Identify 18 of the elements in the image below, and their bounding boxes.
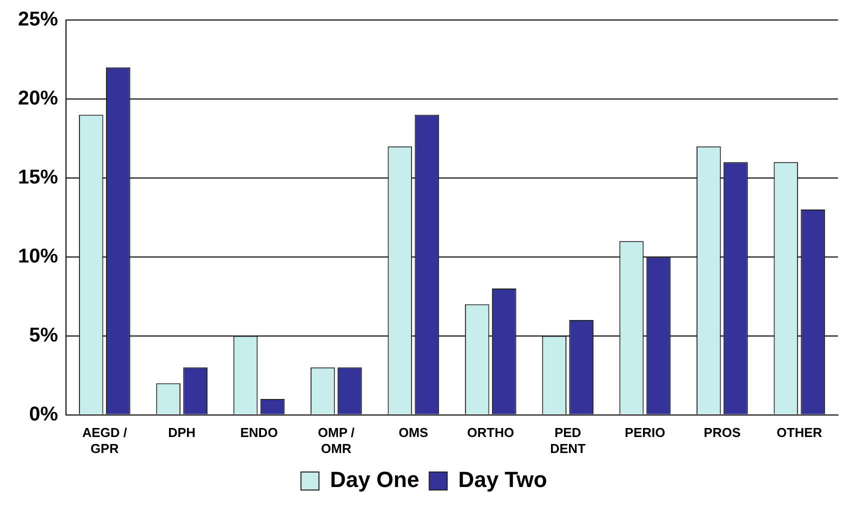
x-tick-label: ORTHO (467, 425, 514, 440)
x-tick-label: PERIO (624, 425, 666, 440)
y-tick-label: 5% (29, 324, 58, 346)
legend-label: Day Two (458, 467, 548, 492)
y-tick-label: 15% (18, 166, 58, 188)
x-tick-label: PED DENT (550, 425, 586, 456)
x-tick-label: PROS (704, 425, 741, 440)
x-tick-label: AEGD / GPR (82, 425, 128, 456)
y-tick-label: 0% (29, 403, 58, 426)
y-tick-label: 20% (18, 87, 58, 110)
y-tick-label: 10% (18, 245, 58, 268)
x-tick-label: DPH (168, 425, 196, 440)
y-tick-label: 25% (18, 8, 58, 31)
legend-label: Day One (330, 467, 420, 492)
x-tick-label: ENDO (240, 425, 278, 440)
x-tick-label: OTHER (776, 425, 823, 440)
x-tick-label: OMS (398, 425, 429, 440)
x-tick-label: OMP / OMR (318, 425, 355, 456)
